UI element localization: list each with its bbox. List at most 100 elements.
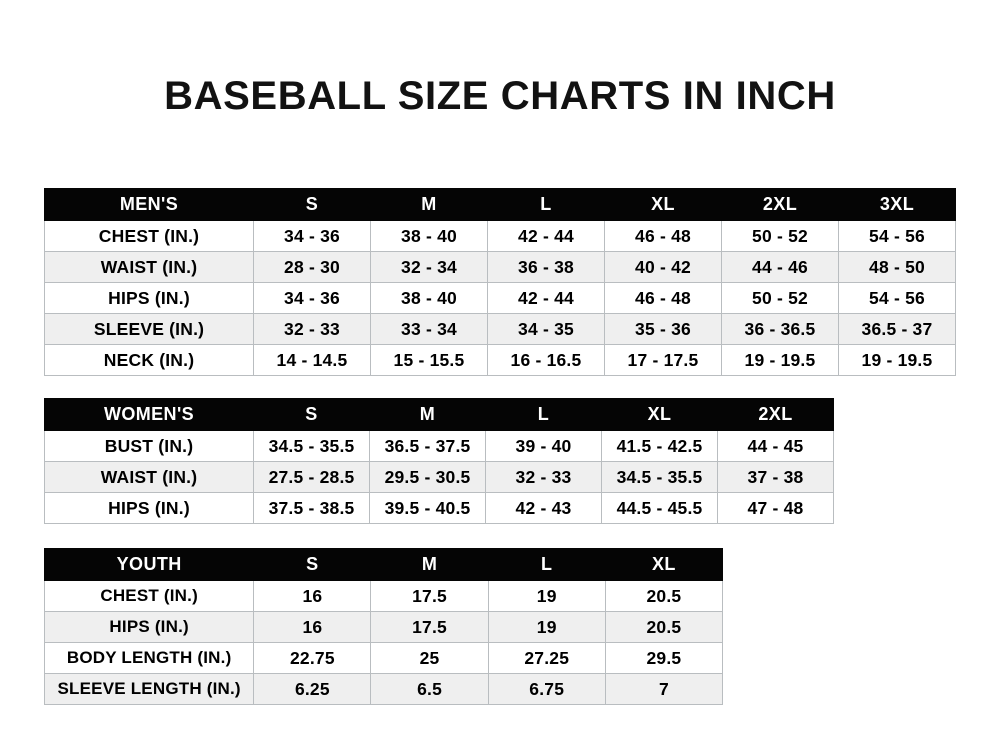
youth-size-table: YOUTH S M L XL CHEST (IN.) 16 17.5 19 20… — [43, 548, 724, 705]
row-label: SLEEVE LENGTH (IN.) — [43, 673, 255, 705]
cell-value: 39 - 40 — [485, 430, 602, 462]
row-label: CHEST (IN.) — [44, 220, 254, 252]
cell-value: 34 - 36 — [253, 282, 371, 314]
cell-value: 34 - 35 — [487, 313, 605, 345]
youth-header-category: YOUTH — [43, 548, 255, 581]
row-label: BODY LENGTH (IN.) — [43, 642, 255, 674]
cell-value: 17.5 — [370, 611, 489, 643]
cell-value: 7 — [604, 673, 724, 705]
mens-size-table: MEN'S S M L XL 2XL 3XL CHEST (IN.) 34 - … — [44, 188, 956, 376]
cell-value: 50 - 52 — [721, 282, 839, 314]
row-label: BUST (IN.) — [44, 430, 254, 462]
cell-value: 6.25 — [253, 673, 372, 705]
cell-value: 38 - 40 — [370, 282, 488, 314]
womens-header-xl: XL — [601, 398, 718, 431]
womens-header-2xl: 2XL — [717, 398, 834, 431]
cell-value: 41.5 - 42.5 — [601, 430, 718, 462]
table-row: HIPS (IN.) 16 17.5 19 20.5 — [43, 611, 724, 643]
cell-value: 25 — [370, 642, 489, 674]
mens-header-row: MEN'S S M L XL 2XL 3XL — [44, 188, 956, 221]
cell-value: 19 - 19.5 — [721, 344, 839, 376]
table-row: HIPS (IN.) 37.5 - 38.5 39.5 - 40.5 42 - … — [44, 492, 834, 524]
cell-value: 36 - 36.5 — [721, 313, 839, 345]
cell-value: 39.5 - 40.5 — [369, 492, 486, 524]
mens-header-xl: XL — [604, 188, 722, 221]
cell-value: 29.5 — [604, 642, 724, 674]
row-label: HIPS (IN.) — [44, 492, 254, 524]
cell-value: 16 — [253, 611, 372, 643]
row-label: SLEEVE (IN.) — [44, 313, 254, 345]
cell-value: 36 - 38 — [487, 251, 605, 283]
youth-header-l: L — [487, 548, 606, 581]
cell-value: 40 - 42 — [604, 251, 722, 283]
cell-value: 27.5 - 28.5 — [253, 461, 370, 493]
cell-value: 28 - 30 — [253, 251, 371, 283]
cell-value: 44 - 45 — [717, 430, 834, 462]
mens-header-2xl: 2XL — [721, 188, 839, 221]
cell-value: 42 - 44 — [487, 220, 605, 252]
cell-value: 42 - 43 — [485, 492, 602, 524]
row-label: HIPS (IN.) — [44, 282, 254, 314]
mens-header-m: M — [370, 188, 488, 221]
cell-value: 36.5 - 37.5 — [369, 430, 486, 462]
cell-value: 36.5 - 37 — [838, 313, 956, 345]
cell-value: 48 - 50 — [838, 251, 956, 283]
cell-value: 34 - 36 — [253, 220, 371, 252]
cell-value: 50 - 52 — [721, 220, 839, 252]
cell-value: 6.75 — [487, 673, 606, 705]
row-label: CHEST (IN.) — [43, 580, 255, 612]
table-row: NECK (IN.) 14 - 14.5 15 - 15.5 16 - 16.5… — [44, 344, 956, 376]
youth-header-s: S — [253, 548, 372, 581]
row-label: WAIST (IN.) — [44, 251, 254, 283]
cell-value: 44 - 46 — [721, 251, 839, 283]
cell-value: 17 - 17.5 — [604, 344, 722, 376]
cell-value: 19 — [487, 580, 606, 612]
womens-header-category: WOMEN'S — [44, 398, 254, 431]
mens-header-l: L — [487, 188, 605, 221]
cell-value: 19 — [487, 611, 606, 643]
row-label: WAIST (IN.) — [44, 461, 254, 493]
mens-header-3xl: 3XL — [838, 188, 956, 221]
cell-value: 29.5 - 30.5 — [369, 461, 486, 493]
cell-value: 42 - 44 — [487, 282, 605, 314]
table-row: WAIST (IN.) 28 - 30 32 - 34 36 - 38 40 -… — [44, 251, 956, 283]
table-row: SLEEVE (IN.) 32 - 33 33 - 34 34 - 35 35 … — [44, 313, 956, 345]
womens-header-l: L — [485, 398, 602, 431]
table-row: BUST (IN.) 34.5 - 35.5 36.5 - 37.5 39 - … — [44, 430, 834, 462]
row-label: NECK (IN.) — [44, 344, 254, 376]
cell-value: 19 - 19.5 — [838, 344, 956, 376]
youth-header-row: YOUTH S M L XL — [43, 548, 724, 581]
cell-value: 47 - 48 — [717, 492, 834, 524]
page-title: BASEBALL SIZE CHARTS IN INCH — [164, 74, 836, 118]
row-label: HIPS (IN.) — [43, 611, 255, 643]
womens-size-table: WOMEN'S S M L XL 2XL BUST (IN.) 34.5 - 3… — [44, 398, 834, 524]
table-row: WAIST (IN.) 27.5 - 28.5 29.5 - 30.5 32 -… — [44, 461, 834, 493]
table-row: CHEST (IN.) 16 17.5 19 20.5 — [43, 580, 724, 612]
cell-value: 20.5 — [604, 611, 724, 643]
youth-header-xl: XL — [604, 548, 724, 581]
cell-value: 32 - 33 — [485, 461, 602, 493]
cell-value: 27.25 — [487, 642, 606, 674]
table-row: HIPS (IN.) 34 - 36 38 - 40 42 - 44 46 - … — [44, 282, 956, 314]
cell-value: 20.5 — [604, 580, 724, 612]
mens-header-category: MEN'S — [44, 188, 254, 221]
cell-value: 33 - 34 — [370, 313, 488, 345]
youth-header-m: M — [370, 548, 489, 581]
cell-value: 44.5 - 45.5 — [601, 492, 718, 524]
cell-value: 34.5 - 35.5 — [253, 430, 370, 462]
cell-value: 37 - 38 — [717, 461, 834, 493]
womens-header-m: M — [369, 398, 486, 431]
cell-value: 54 - 56 — [838, 220, 956, 252]
cell-value: 32 - 34 — [370, 251, 488, 283]
mens-header-s: S — [253, 188, 371, 221]
table-row: SLEEVE LENGTH (IN.) 6.25 6.5 6.75 7 — [43, 673, 724, 705]
table-row: CHEST (IN.) 34 - 36 38 - 40 42 - 44 46 -… — [44, 220, 956, 252]
cell-value: 46 - 48 — [604, 282, 722, 314]
cell-value: 37.5 - 38.5 — [253, 492, 370, 524]
womens-header-row: WOMEN'S S M L XL 2XL — [44, 398, 834, 431]
cell-value: 35 - 36 — [604, 313, 722, 345]
cell-value: 32 - 33 — [253, 313, 371, 345]
cell-value: 16 — [253, 580, 372, 612]
cell-value: 54 - 56 — [838, 282, 956, 314]
cell-value: 6.5 — [370, 673, 489, 705]
